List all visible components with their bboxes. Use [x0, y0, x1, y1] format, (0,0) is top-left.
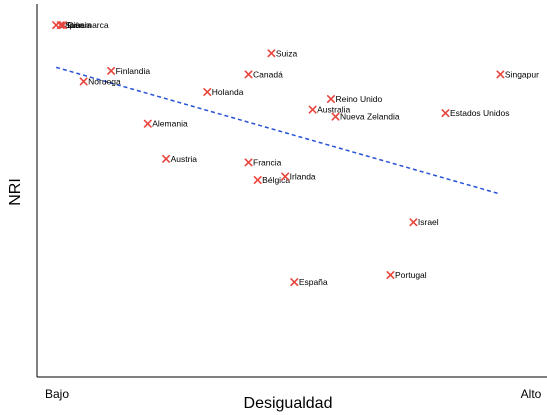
point-marker [267, 49, 276, 58]
data-point-dinamarca: Dinamarca [59, 20, 109, 30]
point-label: Israel [418, 217, 439, 227]
data-point-australia: Australia [308, 105, 350, 115]
point-label: Bélgica [262, 175, 290, 185]
point-label: Canadá [253, 69, 283, 79]
point-label: Finlandia [116, 66, 151, 76]
point-label: Holanda [212, 87, 244, 97]
point-marker [290, 278, 299, 287]
point-marker [281, 172, 290, 181]
data-point-holanda: Holanda [203, 87, 244, 97]
data-point-singapur: Singapur [496, 69, 539, 79]
point-marker [107, 66, 116, 75]
data-point-nueva-zelandia: Nueva Zelandia [331, 112, 400, 122]
data-point-estados-unidos: Estados Unidos [441, 108, 510, 118]
point-label: Singapur [505, 69, 539, 79]
data-point-portugal: Portugal [386, 270, 427, 280]
point-marker [386, 271, 395, 280]
point-marker [56, 21, 65, 30]
point-label: Australia [317, 105, 350, 115]
point-marker [143, 119, 152, 128]
point-marker [326, 95, 335, 104]
data-point-belgica: Bélgica [253, 175, 290, 185]
point-marker [253, 176, 262, 184]
point-label: Irlanda [290, 171, 316, 181]
data-point-noruega: Noruega [79, 76, 121, 86]
data-point-canada: Canadá [244, 69, 283, 79]
data-point-alemania: Alemania [143, 119, 188, 129]
data-point-francia: Francia [244, 157, 282, 167]
point-label: España [299, 277, 328, 287]
point-label: Reino Unido [335, 94, 382, 104]
point-marker [496, 70, 505, 79]
point-label: Nueva Zelandia [340, 112, 400, 122]
point-label: Suiza [276, 48, 298, 58]
point-label: Austria [171, 154, 198, 164]
point-marker [409, 218, 418, 227]
point-marker [308, 105, 317, 114]
point-marker [79, 77, 88, 86]
x-tick-label-high: Alto [521, 387, 542, 401]
data-point-israel: Israel [409, 217, 439, 227]
point-marker [244, 70, 253, 79]
x-tick-label-low: Bajo [45, 387, 69, 401]
point-label: Noruega [88, 76, 121, 86]
y-axis-title: NRI [7, 178, 24, 206]
point-label: Portugal [395, 270, 427, 280]
point-label: Suecia [65, 20, 91, 30]
point-label: Alemania [152, 119, 188, 129]
data-point-irlanda: Irlanda [281, 171, 316, 181]
point-marker [203, 88, 212, 96]
data-point-austria: Austria [162, 154, 198, 164]
point-marker [441, 109, 450, 118]
data-point-finlandia: Finlandia [107, 66, 151, 76]
data-point-espana: España [290, 277, 328, 287]
x-axis-title: Desigualdad [244, 395, 333, 412]
data-point-reino-unido: Reino Unido [326, 94, 383, 104]
data-point-suiza: Suiza [267, 48, 298, 58]
point-label: Estados Unidos [450, 108, 510, 118]
point-marker [331, 112, 340, 121]
point-label: Dinamarca [68, 20, 109, 30]
point-label: Francia [253, 157, 282, 167]
point-marker [244, 158, 253, 167]
point-marker [59, 21, 68, 30]
point-marker [162, 154, 171, 163]
point-label: Japón [61, 20, 84, 30]
data-point-suecia: Suecia [56, 20, 92, 30]
